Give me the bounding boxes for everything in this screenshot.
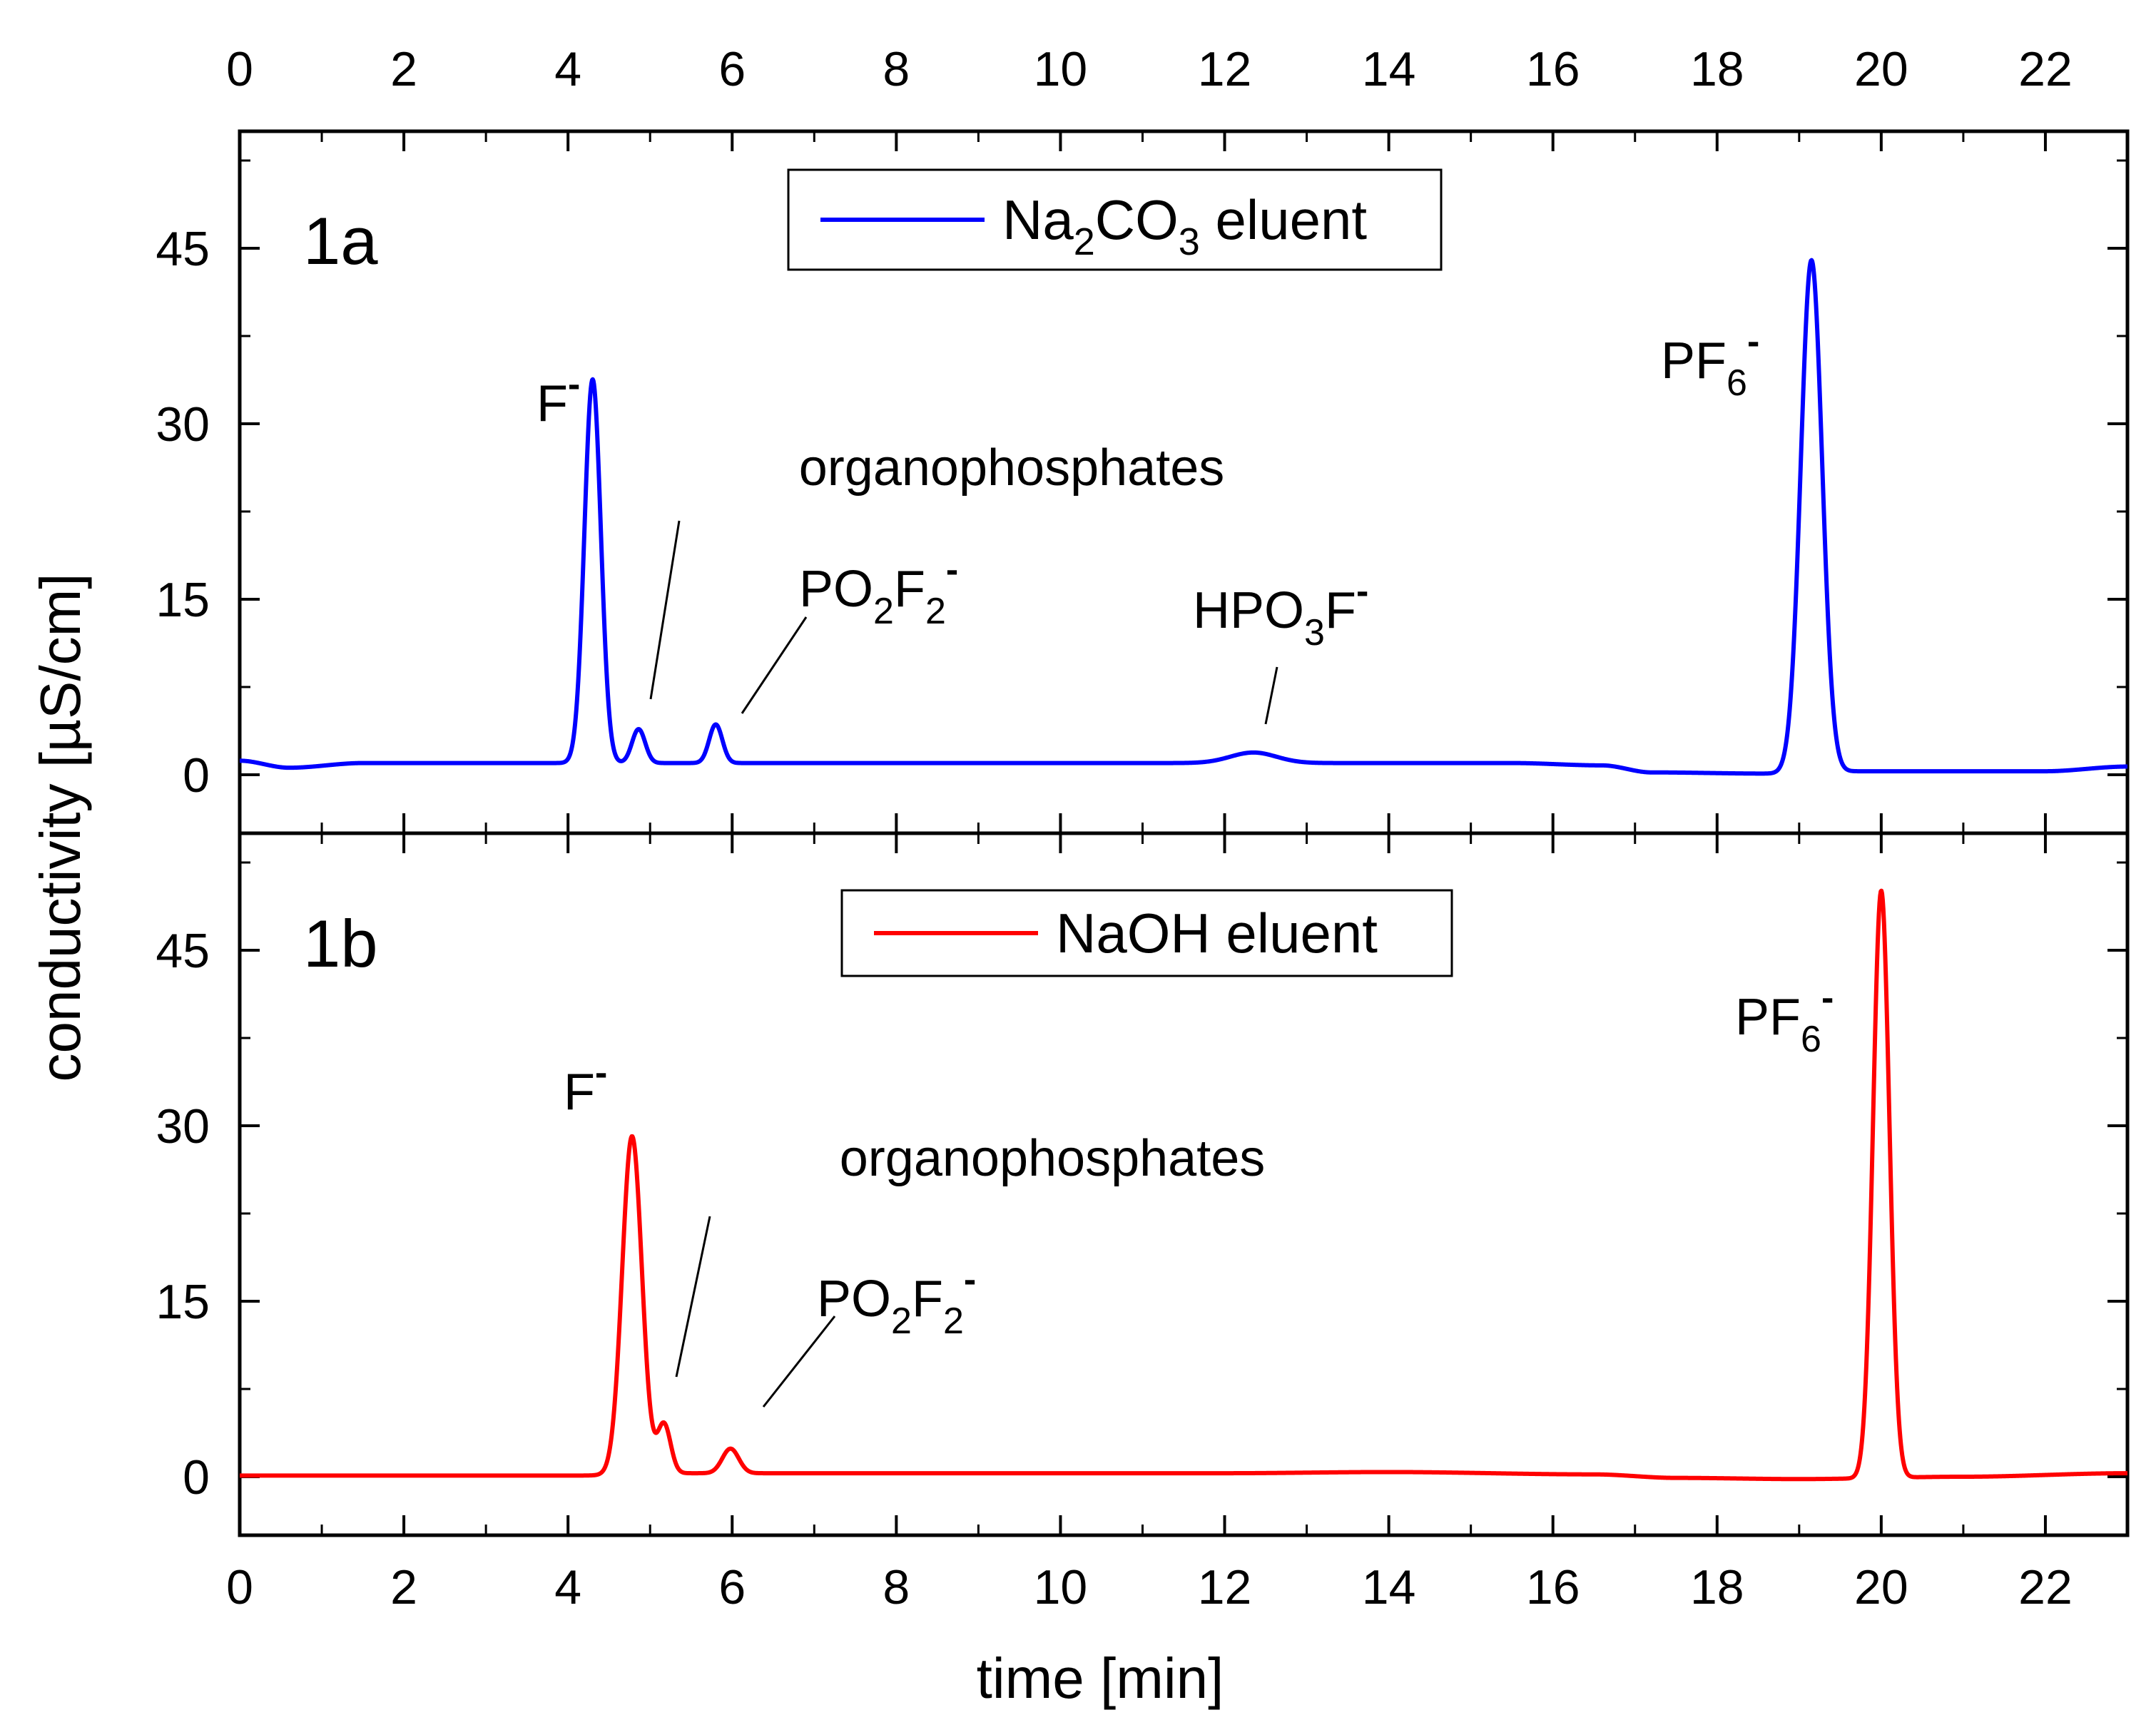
y-tick-label: 0 <box>183 748 210 803</box>
x-tick-label: 14 <box>1362 1560 1416 1614</box>
peak-annotation: PO2F2- <box>817 1259 976 1342</box>
x-tick-label: 10 <box>1034 1560 1088 1614</box>
peak-annotation: PF6- <box>1661 321 1759 404</box>
bottom-x-tick-labels: 0 2 4 6 8 10 12 14 16 18 20 22 <box>226 1560 2073 1614</box>
x-tick-label-top: 8 <box>883 42 910 96</box>
y-tick-label: 15 <box>156 1275 210 1329</box>
x-tick-label: 12 <box>1198 1560 1252 1614</box>
x-tick-label-top: 20 <box>1854 42 1908 96</box>
x-tick-label-top: 2 <box>390 42 417 96</box>
peak-annotation: PF6- <box>1735 977 1834 1060</box>
x-tick-label-top: 10 <box>1034 42 1088 96</box>
annotation-leader-line <box>675 1216 711 1378</box>
panel-label: 1a <box>303 203 378 278</box>
panel-label: 1b <box>303 906 378 981</box>
peak-annotation: organophosphates <box>799 439 1225 497</box>
annotation-leader-line <box>762 1316 836 1408</box>
x-tick-label-top: 12 <box>1198 42 1252 96</box>
annotation-leader-line <box>741 616 808 714</box>
panel-1b: 0 15 30 45 1b NaOH eluent F-organophosphates PO… <box>156 831 2130 1537</box>
peak-annotation: F- <box>537 364 580 432</box>
x-tick-label: 22 <box>2018 1560 2073 1614</box>
annotation-leader-line <box>1264 666 1278 725</box>
y-tick-label: 45 <box>156 924 210 978</box>
peak-annotation: organophosphates <box>840 1130 1266 1187</box>
x-tick-label: 0 <box>226 1560 253 1614</box>
y-tick-label: 45 <box>156 222 210 276</box>
y-tick-label: 30 <box>156 1099 210 1154</box>
x-tick-label: 18 <box>1690 1560 1744 1614</box>
peak-annotation: F- <box>564 1052 607 1121</box>
x-tick-label: 20 <box>1854 1560 1908 1614</box>
legend-label: NaOH eluent <box>1056 902 1378 965</box>
x-tick-label: 8 <box>883 1560 910 1614</box>
legend-label: Na2CO3 eluent <box>1002 188 1367 263</box>
x-tick-label: 6 <box>718 1560 746 1614</box>
peak-annotation: HPO3F- <box>1193 571 1368 653</box>
x-tick-label: 2 <box>390 1560 417 1614</box>
y-tick-label: 15 <box>156 573 210 627</box>
x-tick-label: 16 <box>1526 1560 1580 1614</box>
series-line-naoh <box>238 888 2130 1482</box>
x-tick-label-top: 16 <box>1526 42 1580 96</box>
x-tick-label-top: 18 <box>1690 42 1744 96</box>
x-tick-label-top: 6 <box>718 42 746 96</box>
panel-1a: 0 15 30 45 1a Na2CO3 eluent F-organophosphates… <box>156 129 2130 835</box>
y-tick-label: 0 <box>183 1450 210 1505</box>
x-tick-label-top: 22 <box>2018 42 2073 96</box>
x-tick-label-top: 0 <box>226 42 253 96</box>
x-axis-title: time [min] <box>977 1647 1224 1710</box>
x-tick-label-top: 4 <box>554 42 581 96</box>
peak-annotation: PO2F2- <box>799 549 958 632</box>
top-x-tick-labels: 0 2 4 6 8 10 12 14 16 18 20 22 <box>226 42 2073 96</box>
series-line-na2co3 <box>238 258 2130 776</box>
annotation-leader-line <box>649 520 681 700</box>
y-tick-label: 30 <box>156 397 210 452</box>
y-axis-title: conductivity [µS/cm] <box>29 574 92 1082</box>
x-tick-label: 4 <box>554 1560 581 1614</box>
x-tick-label-top: 14 <box>1362 42 1416 96</box>
plot-frame <box>238 831 2130 1537</box>
